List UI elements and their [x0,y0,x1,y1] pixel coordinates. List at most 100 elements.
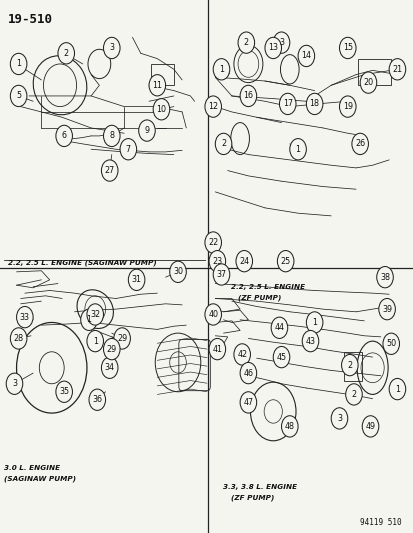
Circle shape [114,328,130,349]
Circle shape [103,338,120,360]
Circle shape [339,37,355,59]
Circle shape [56,381,72,402]
Text: 15: 15 [342,44,352,52]
Text: 3: 3 [109,44,114,52]
Text: 50: 50 [385,340,395,348]
Circle shape [213,59,229,80]
Text: 41: 41 [212,345,222,353]
Circle shape [382,333,399,354]
Circle shape [378,298,394,320]
Text: 18: 18 [309,100,319,108]
Text: 35: 35 [59,387,69,396]
Text: 3: 3 [336,414,341,423]
Circle shape [277,251,293,272]
Text: 17: 17 [282,100,292,108]
Text: 49: 49 [365,422,375,431]
Text: 10: 10 [156,105,166,114]
Circle shape [215,133,231,155]
Text: 3: 3 [12,379,17,388]
Circle shape [306,93,322,115]
Text: 1: 1 [311,318,316,327]
Circle shape [209,251,225,272]
Circle shape [376,266,392,288]
Text: 30: 30 [173,268,183,276]
Circle shape [204,304,221,325]
Text: 9: 9 [144,126,149,135]
Text: 34: 34 [104,364,114,372]
Circle shape [279,93,295,115]
Text: 3.3, 3.8 L. ENGINE: 3.3, 3.8 L. ENGINE [222,484,296,490]
Text: 19: 19 [342,102,352,111]
Circle shape [273,32,289,53]
Text: 39: 39 [381,305,391,313]
Circle shape [149,75,165,96]
Text: 38: 38 [379,273,389,281]
Circle shape [120,139,136,160]
Text: 33: 33 [20,313,30,321]
Circle shape [345,384,361,405]
Text: 31: 31 [131,276,141,284]
Text: 1: 1 [394,385,399,393]
Text: 22: 22 [208,238,218,247]
Text: 21: 21 [392,65,401,74]
Text: (ZF PUMP): (ZF PUMP) [237,294,281,301]
Circle shape [10,85,27,107]
Text: 1: 1 [295,145,300,154]
Text: 23: 23 [212,257,222,265]
Text: 1: 1 [16,60,21,68]
Text: 42: 42 [237,350,247,359]
Text: 28: 28 [14,334,24,343]
Text: 2.2, 2.5 L. ENGINE (SAGINAW PUMP): 2.2, 2.5 L. ENGINE (SAGINAW PUMP) [8,260,157,266]
Text: 3: 3 [278,38,283,47]
Circle shape [271,317,287,338]
Text: 43: 43 [305,337,315,345]
Circle shape [301,330,318,352]
Circle shape [81,309,97,330]
Circle shape [388,378,405,400]
Text: 40: 40 [208,310,218,319]
Circle shape [273,346,289,368]
Circle shape [128,269,145,290]
Text: 2: 2 [347,361,351,369]
Circle shape [240,85,256,107]
Text: 13: 13 [268,44,278,52]
Circle shape [87,304,103,325]
Text: (ZF PUMP): (ZF PUMP) [230,495,274,501]
Text: 25: 25 [280,257,290,265]
Circle shape [17,306,33,328]
Text: 11: 11 [152,81,162,90]
Circle shape [240,362,256,384]
Circle shape [306,312,322,333]
Circle shape [169,261,186,282]
Circle shape [87,330,103,352]
Circle shape [297,45,314,67]
Circle shape [103,37,120,59]
Circle shape [204,232,221,253]
Text: 24: 24 [239,257,249,265]
Text: 2: 2 [351,390,356,399]
Text: 45: 45 [276,353,286,361]
Text: 1: 1 [86,316,91,324]
Circle shape [233,344,250,365]
Text: 16: 16 [243,92,253,100]
Text: 14: 14 [301,52,311,60]
Text: 46: 46 [243,369,253,377]
Text: 37: 37 [216,270,226,279]
Circle shape [209,338,225,360]
Circle shape [359,72,376,93]
Text: 29: 29 [117,334,127,343]
Text: 1: 1 [218,65,223,74]
Circle shape [56,125,72,147]
Text: 5: 5 [16,92,21,100]
Circle shape [361,416,378,437]
Text: 7: 7 [126,145,131,154]
Circle shape [101,357,118,378]
Circle shape [388,59,405,80]
Text: 48: 48 [284,422,294,431]
Text: 29: 29 [107,345,116,353]
Circle shape [101,160,118,181]
Circle shape [341,354,357,376]
Text: 47: 47 [243,398,253,407]
Circle shape [89,389,105,410]
Text: 20: 20 [363,78,373,87]
